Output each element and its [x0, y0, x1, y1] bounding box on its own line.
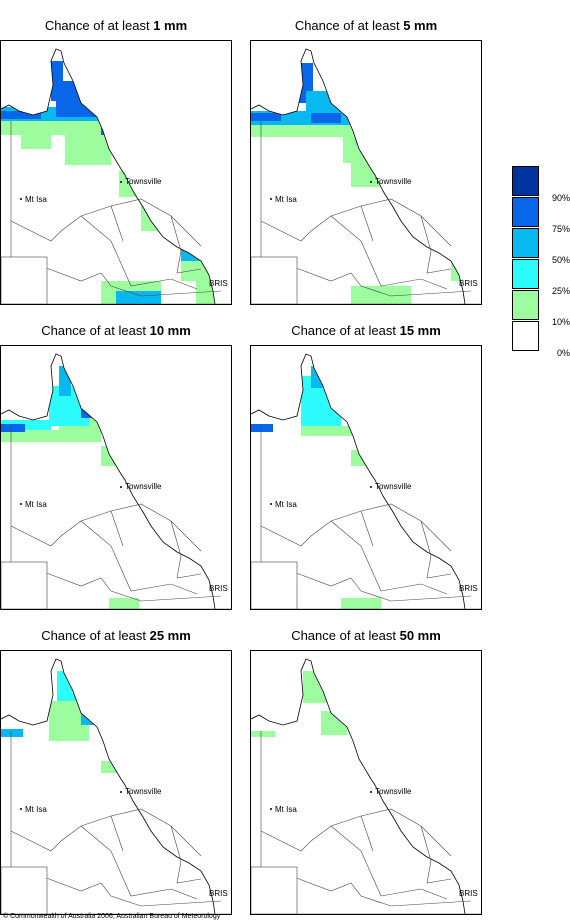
label-bris: BRIS [209, 279, 228, 288]
label-bris: BRIS [459, 279, 478, 288]
panel-title-amount: 25 mm [149, 628, 191, 643]
panel-title: Chance of at least 50 mm [250, 628, 482, 644]
inset-box [1, 561, 48, 609]
legend-label: 75% [551, 224, 570, 234]
queensland-map: Townsville Mt Isa BRIS [250, 40, 482, 305]
coastline [251, 48, 466, 304]
label-bris: BRIS [209, 889, 228, 898]
district-boundaries [251, 731, 481, 914]
label-townsville: Townsville [125, 177, 162, 186]
panel-title-prefix: Chance of at least [294, 18, 404, 33]
copyright-credit: © Commonwealth of Australia 2006, Austra… [3, 913, 221, 920]
probability-legend: 90% 75% 50% 25% 10% 0% [512, 166, 570, 358]
label-bris: BRIS [459, 584, 478, 593]
queensland-map: Townsville Mt Isa BRIS [250, 345, 482, 610]
forecast-panel: Chance of at least 15 mm Townsville Mt I… [250, 323, 482, 613]
label-townsville: Townsville [125, 787, 162, 796]
panel-title-prefix: Chance of at least [291, 323, 400, 338]
legend-label: 0% [556, 348, 570, 358]
inset-box [1, 256, 48, 304]
inset-box [251, 256, 298, 304]
mt-isa-dot [20, 808, 22, 810]
townsville-dot [370, 181, 372, 183]
label-mt-isa: Mt Isa [275, 805, 297, 814]
district-boundaries [1, 426, 231, 609]
panel-title: Chance of at least 10 mm [0, 323, 232, 339]
legend-swatch [512, 228, 539, 258]
legend-swatch [512, 166, 539, 196]
legend-label: 50% [551, 255, 570, 265]
label-mt-isa: Mt Isa [25, 805, 47, 814]
legend-swatch [512, 321, 539, 351]
townsville-dot [370, 486, 372, 488]
panel-title: Chance of at least 5 mm [250, 18, 482, 34]
rain-probability-shading [251, 671, 347, 737]
panel-title-amount: 1 mm [153, 18, 188, 33]
forecast-panel: Chance of at least 1 mm Townsville Mt Is… [0, 18, 232, 308]
panel-title-amount: 50 mm [399, 628, 441, 643]
legend-swatch [512, 290, 539, 320]
label-mt-isa: Mt Isa [25, 500, 47, 509]
inset-box [1, 866, 48, 914]
panel-title-amount: 5 mm [403, 18, 438, 33]
mt-isa-dot [270, 503, 272, 505]
townsville-dot [120, 486, 122, 488]
panel-title: Chance of at least 1 mm [0, 18, 232, 34]
district-boundaries [251, 121, 481, 304]
label-bris: BRIS [459, 889, 478, 898]
queensland-map: Townsville Mt Isa BRIS [250, 650, 482, 915]
label-townsville: Townsville [375, 482, 412, 491]
panel-title-prefix: Chance of at least [291, 628, 400, 643]
legend-swatch [512, 259, 539, 289]
queensland-map: Townsville Mt Isa BRIS [0, 650, 232, 915]
panel-title-prefix: Chance of at least [41, 628, 150, 643]
coastline [251, 353, 466, 609]
inset-box [251, 866, 298, 914]
mt-isa-dot [20, 503, 22, 505]
coastline [1, 658, 216, 914]
label-townsville: Townsville [375, 787, 412, 796]
label-townsville: Townsville [375, 177, 412, 186]
townsville-dot [370, 791, 372, 793]
mt-isa-dot [270, 198, 272, 200]
panel-title-prefix: Chance of at least [41, 323, 150, 338]
label-bris: BRIS [209, 584, 228, 593]
legend-label: 25% [551, 286, 570, 296]
panel-title: Chance of at least 25 mm [0, 628, 232, 644]
coastline [251, 658, 466, 914]
coastline [1, 353, 216, 609]
district-boundaries [1, 731, 231, 914]
forecast-panel: Chance of at least 5 mm Townsville Mt Is… [250, 18, 482, 308]
legend-label: 10% [551, 317, 570, 327]
legend-label: 90% [551, 193, 570, 203]
panel-title-prefix: Chance of at least [44, 18, 154, 33]
label-townsville: Townsville [125, 482, 162, 491]
panel-title-amount: 15 mm [399, 323, 441, 338]
label-mt-isa: Mt Isa [275, 500, 297, 509]
mt-isa-dot [20, 198, 22, 200]
townsville-dot [120, 181, 122, 183]
inset-box [251, 561, 298, 609]
district-boundaries [1, 121, 231, 304]
mt-isa-dot [270, 808, 272, 810]
panel-title: Chance of at least 15 mm [250, 323, 482, 339]
panel-title-amount: 10 mm [149, 323, 191, 338]
rain-probability-shading [1, 671, 117, 773]
queensland-map: Townsville Mt Isa BRIS [0, 40, 232, 305]
queensland-map: Townsville Mt Isa BRIS [0, 345, 232, 610]
label-mt-isa: Mt Isa [275, 195, 297, 204]
legend-swatch [512, 197, 539, 227]
forecast-panel: Chance of at least 10 mm Townsville Mt I… [0, 323, 232, 613]
forecast-panel: Chance of at least 50 mm Townsville Mt I… [250, 628, 482, 918]
district-boundaries [251, 426, 481, 609]
coastline [1, 48, 216, 304]
forecast-panel: Chance of at least 25 mm Townsville Mt I… [0, 628, 232, 918]
townsville-dot [120, 791, 122, 793]
label-mt-isa: Mt Isa [25, 195, 47, 204]
